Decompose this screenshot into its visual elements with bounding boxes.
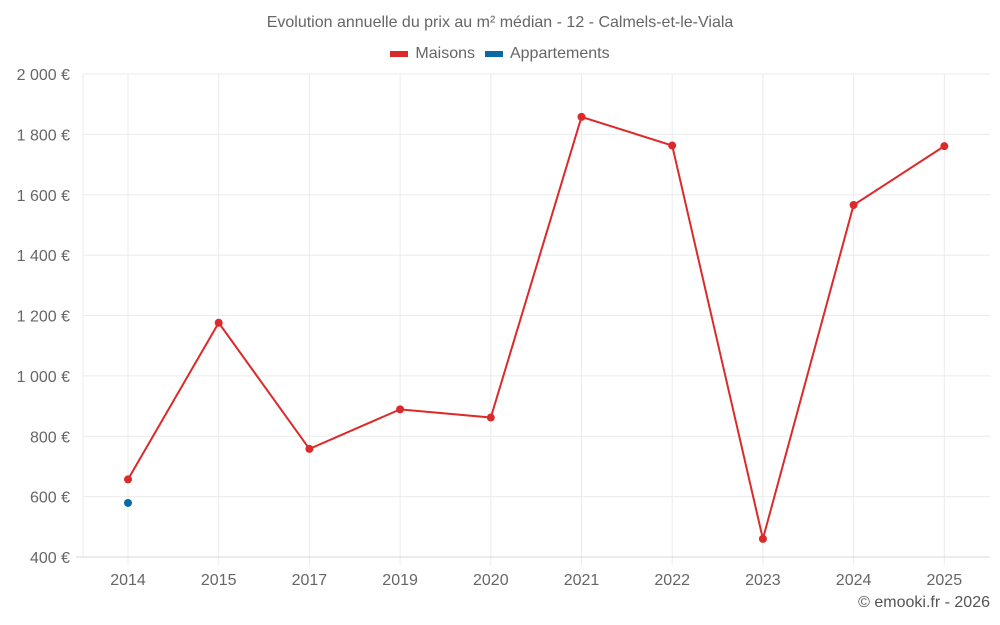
data-point-maisons[interactable] (486, 413, 495, 422)
y-tick-label: 1 800 € (17, 127, 70, 144)
series-line-maisons (127, 115, 945, 540)
data-point-maisons[interactable] (305, 444, 314, 453)
y-tick-label: 600 € (30, 490, 70, 507)
x-tick-label: 2015 (201, 572, 237, 589)
x-tick-label: 2019 (382, 572, 418, 589)
legend-swatch-maisons (390, 51, 409, 57)
y-tick-label: 400 € (30, 550, 70, 567)
x-tick-label: 2021 (564, 572, 600, 589)
data-point-maisons[interactable] (124, 475, 132, 484)
data-point-maisons[interactable] (214, 318, 223, 327)
y-tick-label: 1 400 € (17, 248, 70, 265)
x-axis: 2014 2015 2017 2019 2020 2021 2022 2023 2024 2025 (76, 556, 990, 589)
legend-item-maisons[interactable]: Maisons (390, 45, 475, 63)
x-tick-label: 2017 (292, 572, 328, 589)
x-tick-label: 2024 (836, 572, 872, 589)
y-tick-label: 1 000 € (17, 369, 70, 386)
data-point-maisons[interactable] (758, 534, 767, 543)
legend-label-appartements: Appartements (509, 45, 610, 62)
y-axis: 400 € 600 € 800 € 1 000 € 1 200 € 1 400 € 1 60… (17, 67, 70, 567)
chart-title: Evolution annuelle du prix au m² médian … (266, 14, 734, 31)
data-point-maisons[interactable] (940, 142, 949, 151)
data-point-maisons[interactable] (668, 141, 677, 150)
y-tick-label: 1 200 € (17, 309, 70, 326)
data-point-appartements[interactable] (124, 498, 132, 507)
x-tick-label: 2014 (110, 572, 146, 589)
data-point-maisons[interactable] (849, 201, 858, 210)
legend-swatch-appartements (484, 51, 503, 57)
data-point-maisons[interactable] (577, 112, 586, 121)
y-tick-label: 800 € (30, 429, 70, 446)
x-tick-label: 2020 (473, 572, 509, 589)
legend-label-maisons: Maisons (415, 45, 475, 62)
y-tick-label: 2 000 € (17, 67, 70, 84)
credit-text: © emooki.fr - 2026 (858, 594, 990, 611)
y-tick-label: 1 600 € (17, 188, 70, 205)
data-series (124, 112, 949, 543)
data-point-maisons[interactable] (396, 405, 405, 414)
gridlines (82, 73, 990, 565)
chart-legend: Maisons Appartements (0, 45, 1000, 63)
x-tick-label: 2023 (745, 572, 781, 589)
legend-item-appartements[interactable]: Appartements (484, 45, 610, 63)
x-tick-label: 2022 (654, 572, 690, 589)
x-tick-label: 2025 (927, 572, 963, 589)
